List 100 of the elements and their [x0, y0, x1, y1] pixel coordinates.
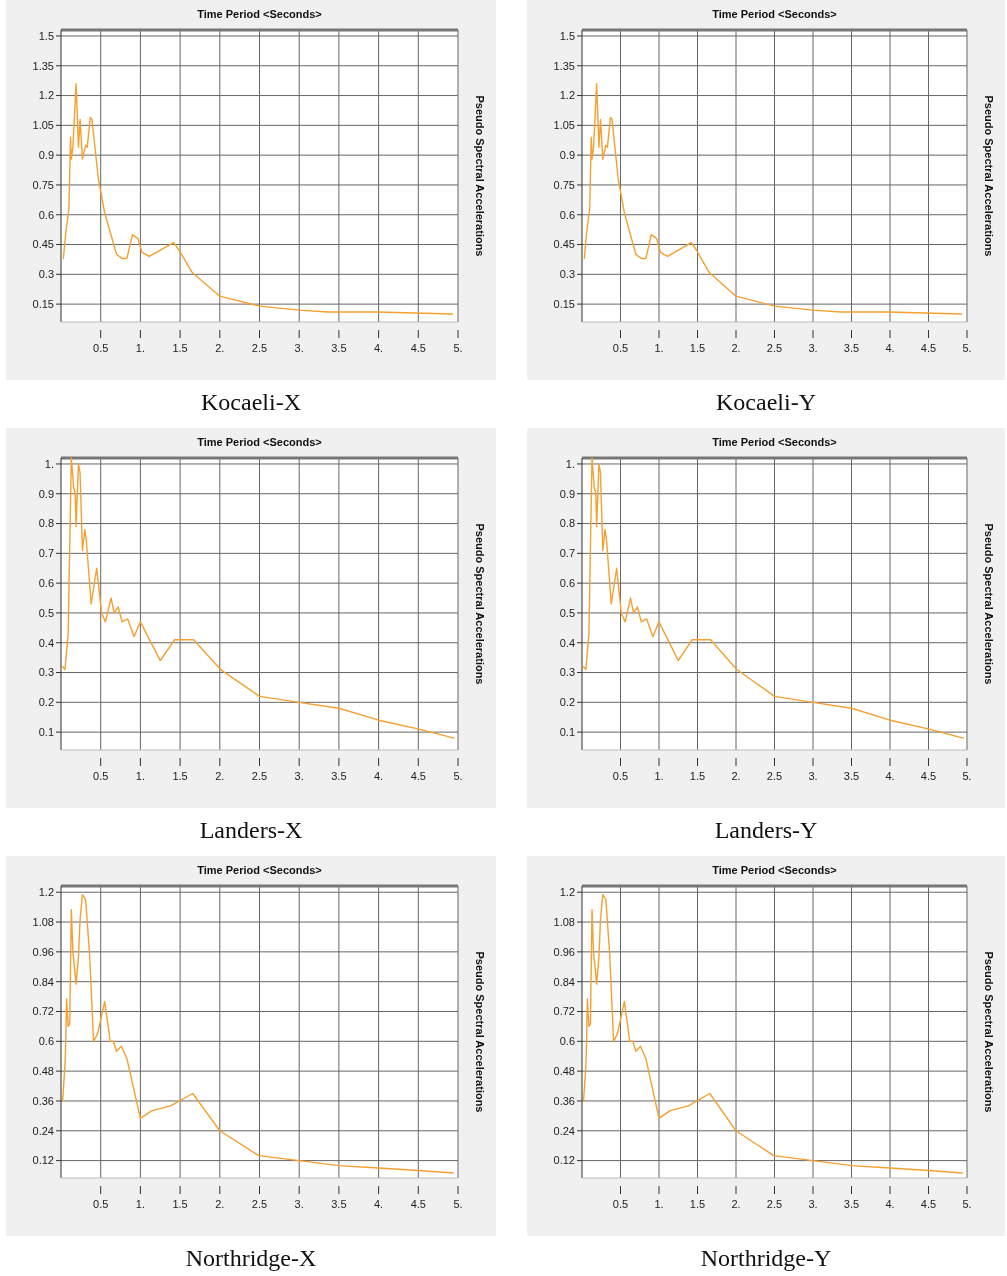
- x-axis-title: Time Period <Seconds>: [712, 8, 837, 20]
- text: Kocaeli-Y: [716, 389, 816, 415]
- x-tick-label: 3.: [294, 342, 304, 354]
- y-tick-label: 0.6: [559, 208, 575, 221]
- y-axis-title: Pseudo Spectral Accelerations: [474, 95, 486, 257]
- x-tick-label: 0.5: [612, 342, 629, 354]
- y-tick-label: 0.12: [553, 1154, 575, 1167]
- y-tick-label: 0.72: [553, 1005, 575, 1018]
- x-tick-label: 5.: [453, 770, 463, 782]
- x-tick-label: 2.5: [766, 342, 783, 354]
- y-tick-label: 0.75: [553, 178, 575, 191]
- x-tick-label: 1.: [135, 342, 145, 354]
- x-tick-label: 1.: [654, 342, 664, 354]
- y-tick-label: 0.1: [559, 725, 575, 738]
- y-tick-label: 0.7: [38, 547, 54, 560]
- y-tick-label: 0.3: [559, 268, 575, 281]
- y-tick-label: 0.9: [559, 487, 575, 500]
- x-axis-title: Time Period <Seconds>: [712, 864, 837, 876]
- y-tick-label: 1.2: [559, 886, 575, 899]
- x-tick-label: 1.5: [689, 770, 706, 782]
- x-tick-label: 2.: [731, 1198, 741, 1210]
- x-tick-label: 2.: [731, 342, 741, 354]
- line-series: [62, 82, 454, 315]
- y-axis-title: Pseudo Spectral Accelerations: [474, 951, 486, 1113]
- x-tick-label: 2.5: [766, 770, 783, 782]
- line-series: [583, 82, 963, 315]
- x-tick-label: 1.: [135, 1198, 145, 1210]
- y-tick-label: 0.45: [553, 238, 575, 251]
- y-tick-label: 0.96: [32, 945, 54, 958]
- y-axis-title: Pseudo Spectral Accelerations: [983, 951, 995, 1113]
- x-tick-label: 4.5: [410, 1198, 426, 1210]
- x-tick-label: 3.: [294, 1198, 304, 1210]
- y-tick-label: 0.3: [559, 666, 575, 679]
- y-tick-label: 0.6: [38, 576, 54, 589]
- x-tick-label: 4.: [374, 1198, 384, 1210]
- x-tick-label: 3.5: [331, 342, 347, 354]
- y-tick-label: 0.6: [38, 1035, 54, 1048]
- text: Kocaeli-X: [201, 389, 301, 415]
- y-tick-label: 0.1: [38, 725, 54, 738]
- x-tick-label: 0.5: [93, 1198, 109, 1210]
- y-tick-label: 1.35: [32, 59, 54, 72]
- y-tick-label: 0.3: [38, 268, 54, 281]
- x-tick-label: 1.: [135, 770, 145, 782]
- x-tick-label: 4.: [885, 1198, 895, 1210]
- x-tick-label: 3.: [808, 342, 818, 354]
- x-axis-title: Time Period <Seconds>: [197, 436, 322, 448]
- y-tick-label: 1.2: [38, 89, 54, 102]
- y-tick-label: 0.24: [553, 1124, 575, 1137]
- y-tick-label: 1.: [565, 457, 575, 470]
- x-tick-label: 1.5: [172, 342, 188, 354]
- y-tick-label: 0.84: [553, 975, 575, 988]
- y-tick-label: 0.24: [32, 1124, 54, 1137]
- y-tick-label: 0.15: [553, 297, 575, 310]
- y-tick-label: 0.45: [32, 238, 54, 251]
- y-axis-title: Pseudo Spectral Accelerations: [983, 523, 995, 685]
- text: Landers-Y: [714, 817, 818, 843]
- x-tick-label: 4.: [374, 770, 384, 782]
- line-series: [582, 894, 964, 1174]
- y-tick-label: 1.2: [559, 89, 575, 102]
- x-tick-label: 4.5: [920, 1198, 937, 1210]
- text: Northridge-Y: [700, 1245, 832, 1271]
- x-tick-label: 3.5: [331, 1198, 347, 1210]
- x-tick-label: 1.: [654, 1198, 664, 1210]
- x-tick-label: 1.5: [689, 342, 706, 354]
- y-tick-label: 0.5: [38, 606, 54, 619]
- x-tick-label: 4.: [885, 770, 895, 782]
- y-tick-label: 0.2: [559, 696, 575, 709]
- x-tick-label: 3.5: [331, 770, 347, 782]
- y-tick-label: 0.3: [38, 666, 54, 679]
- y-tick-label: 0.84: [32, 975, 54, 988]
- y-tick-label: 0.2: [38, 696, 54, 709]
- y-tick-label: 0.48: [32, 1064, 54, 1077]
- x-tick-label: 1.: [654, 770, 664, 782]
- x-tick-label: 2.: [731, 770, 741, 782]
- x-tick-label: 2.: [215, 770, 225, 782]
- x-tick-label: 2.: [215, 342, 225, 354]
- y-tick-label: 1.08: [553, 915, 575, 928]
- x-tick-label: 2.5: [251, 1198, 268, 1210]
- y-tick-label: 0.7: [559, 547, 575, 560]
- y-tick-label: 0.8: [38, 517, 54, 530]
- x-tick-label: 3.5: [843, 342, 860, 354]
- y-tick-label: 0.6: [559, 1035, 575, 1048]
- y-tick-label: 1.: [44, 457, 54, 470]
- text: Northridge-X: [185, 1245, 317, 1271]
- x-tick-label: 4.5: [410, 770, 426, 782]
- x-tick-label: 3.: [808, 770, 818, 782]
- y-tick-label: 0.9: [38, 487, 54, 500]
- y-tick-label: 1.5: [559, 29, 575, 42]
- x-tick-label: 4.5: [410, 342, 426, 354]
- x-tick-label: 1.5: [172, 770, 188, 782]
- x-tick-label: 2.5: [251, 770, 268, 782]
- x-tick-label: 3.5: [843, 1198, 860, 1210]
- x-tick-label: 2.5: [766, 1198, 783, 1210]
- y-tick-label: 0.4: [38, 636, 54, 649]
- line-series: [61, 457, 455, 739]
- x-tick-label: 2.5: [251, 342, 268, 354]
- y-tick-label: 1.08: [32, 915, 54, 928]
- y-tick-label: 0.4: [559, 636, 575, 649]
- x-tick-label: 3.: [294, 770, 304, 782]
- y-tick-label: 1.2: [38, 886, 54, 899]
